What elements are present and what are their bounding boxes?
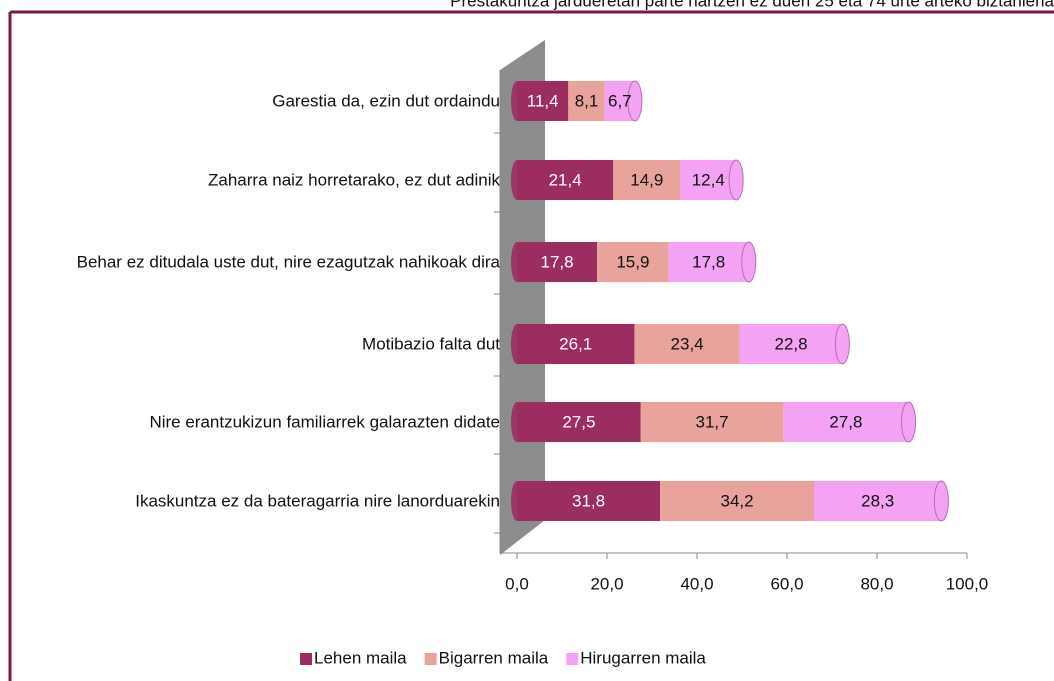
bar-segment [517,160,614,200]
data-label: 34,2 [721,491,754,510]
bar-end-cap [933,480,949,522]
data-label: 15,9 [616,252,649,271]
data-label: 31,7 [696,412,729,431]
legend-swatch [566,653,579,665]
x-tick-label: 20,0 [590,574,623,593]
bar-segment [660,481,814,521]
x-tick-label: 80,0 [860,574,893,593]
data-label: 12,4 [692,170,725,189]
bar-segment [568,81,605,121]
legend-label: Lehen maila [314,648,407,667]
chart-title: Prestakuntza jardueretan parte hartzen e… [450,0,1054,10]
data-label: 31,8 [572,491,605,510]
legend-swatch [300,653,312,665]
data-label: 26,1 [559,334,592,353]
bar-segment [680,160,737,200]
bar-start-cap [511,402,523,442]
data-label: 17,8 [692,252,725,271]
bar-end-cap [901,401,916,443]
data-label: 11,4 [527,91,559,110]
bar-start-cap [511,81,523,121]
bar-segment [517,481,661,521]
bar-segment [783,402,909,442]
data-label: 17,8 [541,252,574,271]
legend-label: Hirugarren maila [580,648,706,667]
bar-segment [668,242,749,282]
bar-start-cap [511,324,523,364]
bar-segment [517,402,641,442]
data-label: 6,7 [608,91,632,110]
x-tick-label: 0,0 [505,574,529,593]
data-label: 27,8 [829,412,862,431]
bar-segment [517,81,569,121]
data-label: 14,9 [630,170,663,189]
data-label: 23,4 [671,334,704,353]
bar-end-cap [741,241,757,283]
x-tick-label: 40,0 [680,574,713,593]
bar-segment [597,242,669,282]
category-label: Behar ez ditudala uste dut, nire ezagutz… [76,252,500,272]
bar-segment [634,324,740,364]
bar-end-cap [834,323,850,365]
data-label: 8,1 [575,91,599,110]
bar-end-cap [627,80,643,122]
bar-end-cap [728,159,744,201]
category-label: Motibazio falta dut [362,334,500,354]
category-label: Ikaskuntza ez da bateragarria nire lanor… [135,491,500,511]
data-label: 22,8 [775,334,808,353]
data-label: 27,5 [562,412,595,431]
bar-start-cap [511,242,523,282]
data-label: 28,3 [861,491,894,510]
data-label: 21,4 [549,170,582,189]
x-tick-label: 100,0 [946,574,989,593]
bar-segment [739,324,843,364]
category-label: Nire erantzukizun familiarrek galarazten… [149,412,500,432]
bar-segment [517,324,635,364]
category-label: Garestia da, ezin dut ordaindu [272,91,500,111]
category-label: Zaharra naiz horretarako, ez dut adinik [208,170,500,190]
legend-swatch [424,653,437,665]
x-tick-label: 60,0 [770,574,803,593]
bar-segment [517,242,598,282]
bar-start-cap [511,160,523,200]
legend-label: Bigarren maila [439,648,549,667]
bar-segment [640,402,784,442]
bar-start-cap [511,481,523,521]
bar-segment [613,160,681,200]
bar-segment [814,481,942,521]
